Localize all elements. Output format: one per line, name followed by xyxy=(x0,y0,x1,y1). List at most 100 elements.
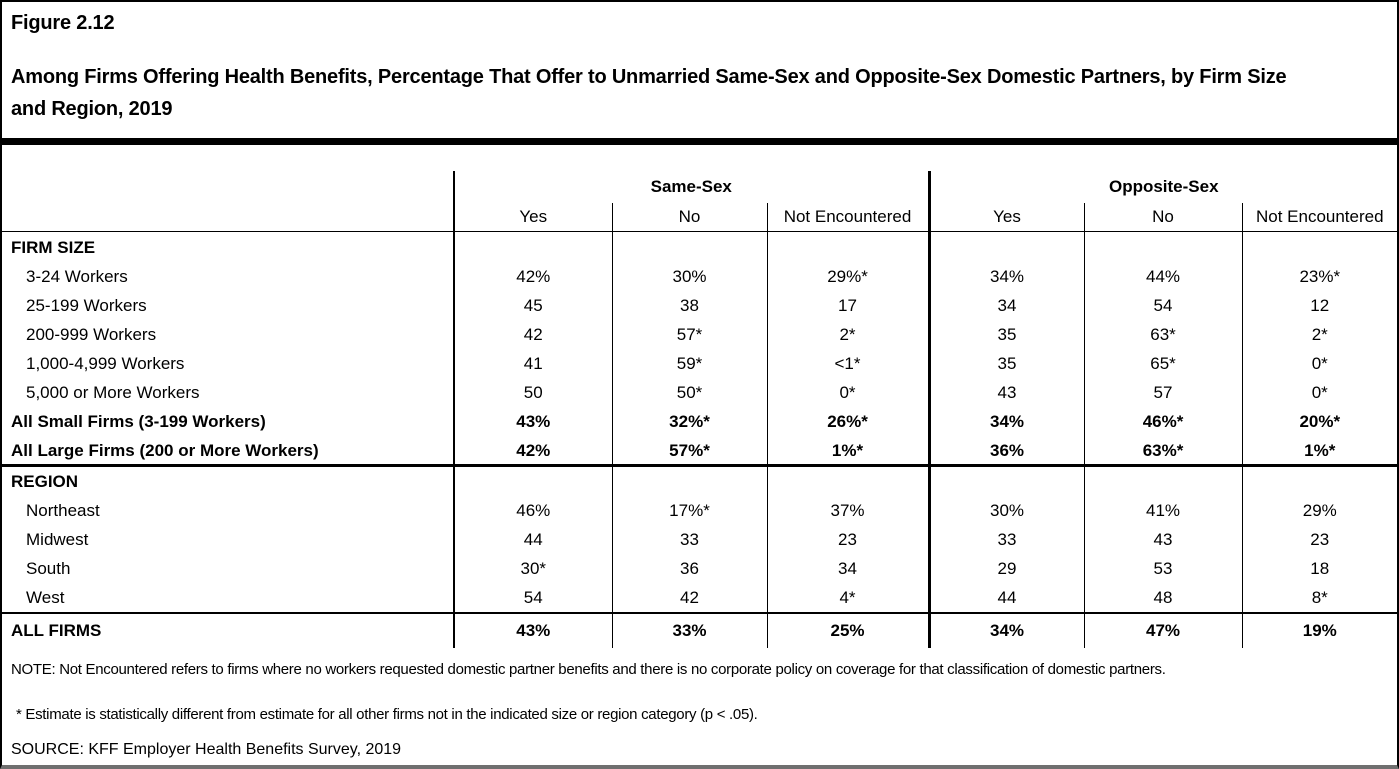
value-cell: 34% xyxy=(927,262,1085,292)
value-cell: 43% xyxy=(453,407,612,437)
value-cell: 57 xyxy=(1083,378,1243,408)
value-cell: 45 xyxy=(453,291,612,321)
value-cell xyxy=(453,231,612,263)
row-label: 1,000-4,999 Workers xyxy=(26,354,185,374)
value-cell: 57%* xyxy=(611,436,767,468)
value-cell: 0* xyxy=(1241,378,1397,408)
column-header-yes: Yes xyxy=(453,202,612,233)
column-header-no: No xyxy=(611,202,767,233)
value-cell: 54 xyxy=(453,583,612,614)
value-cell: 34% xyxy=(927,612,1085,648)
table-row: South 30* 36 34 29 53 18 xyxy=(2,554,1397,584)
value-cell: 33 xyxy=(927,525,1085,555)
value-cell: 41% xyxy=(1083,496,1243,526)
value-cell: 23 xyxy=(1241,525,1397,555)
value-cell: 57* xyxy=(611,320,767,350)
table-row: 1,000-4,999 Workers 41 59* <1* 35 65* 0* xyxy=(2,349,1397,379)
value-cell: 29% xyxy=(1241,496,1397,526)
table-body: FIRM SIZE 3-24 Workers 42% 30% 29%* 34% 44% 23%… xyxy=(2,231,1397,648)
row-label: West xyxy=(2,583,454,614)
row-label: REGION xyxy=(11,472,79,492)
value-cell: 37% xyxy=(766,496,930,526)
value-cell: 17%* xyxy=(611,496,767,526)
value-cell xyxy=(927,465,1085,497)
value-cell xyxy=(1083,465,1243,497)
row-label: 200-999 Workers xyxy=(26,325,157,345)
value-cell: 0* xyxy=(1241,349,1397,379)
table-row: FIRM SIZE xyxy=(2,231,1397,263)
row-label-header-blank xyxy=(2,202,454,233)
value-cell: 33% xyxy=(611,612,767,648)
value-cell xyxy=(611,231,767,263)
column-group-opposite-sex: Opposite-Sex xyxy=(927,170,1397,203)
value-cell: 46% xyxy=(453,496,612,526)
value-cell: 43 xyxy=(1083,525,1243,555)
column-header-not-encountered: Not Encountered xyxy=(1241,202,1397,233)
table-row: West 54 42 4* 44 48 8* xyxy=(2,583,1397,614)
value-cell xyxy=(766,465,930,497)
column-header-yes: Yes xyxy=(927,202,1085,233)
value-cell: 65* xyxy=(1083,349,1243,379)
value-cell: 33 xyxy=(611,525,767,555)
table-row: 3-24 Workers 42% 30% 29%* 34% 44% 23%* xyxy=(2,262,1397,292)
value-cell: 36% xyxy=(927,436,1085,468)
value-cell: 54 xyxy=(1083,291,1243,321)
table-row: 200-999 Workers 42 57* 2* 35 63* 2* xyxy=(2,320,1397,350)
value-cell: 53 xyxy=(1083,554,1243,584)
value-cell: 43 xyxy=(927,378,1085,408)
value-cell: 34 xyxy=(766,554,930,584)
row-label: 3-24 Workers xyxy=(26,267,128,287)
table-row: All Small Firms (3-199 Workers) 43% 32%* 26… xyxy=(2,407,1397,437)
value-cell: 32%* xyxy=(611,407,767,437)
value-cell: 26%* xyxy=(766,407,930,437)
row-label: Northeast xyxy=(26,501,100,521)
row-label: ALL FIRMS xyxy=(11,620,102,640)
row-label: 5,000 or More Workers xyxy=(26,383,200,403)
row-label: FIRM SIZE xyxy=(11,237,96,257)
value-cell xyxy=(766,231,930,263)
table-row: 5,000 or More Workers 50 50* 0* 43 57 0* xyxy=(2,378,1397,408)
value-cell: 29 xyxy=(927,554,1085,584)
value-cell: 44 xyxy=(927,583,1085,614)
value-cell: 50* xyxy=(611,378,767,408)
column-header-not-encountered: Not Encountered xyxy=(766,202,930,233)
column-header-row: Yes No Not Encountered Yes No Not Encoun… xyxy=(2,202,1397,233)
value-cell xyxy=(927,231,1085,263)
table-row: 25-199 Workers 45 38 17 34 54 12 xyxy=(2,291,1397,321)
value-cell: 0* xyxy=(766,378,930,408)
table-row: REGION xyxy=(2,465,1397,497)
value-cell: 36 xyxy=(611,554,767,584)
data-table: Same-Sex Opposite-Sex Yes No Not Encount… xyxy=(2,170,1397,648)
value-cell: 42% xyxy=(453,262,612,292)
column-header-no: No xyxy=(1083,202,1243,233)
title-rule xyxy=(2,137,1397,145)
value-cell: 59* xyxy=(611,349,767,379)
value-cell: 1%* xyxy=(766,436,930,468)
value-cell: 17 xyxy=(766,291,930,321)
value-cell: 23 xyxy=(766,525,930,555)
value-cell: 47% xyxy=(1083,612,1243,648)
value-cell: 18 xyxy=(1241,554,1397,584)
value-cell: 63%* xyxy=(1083,436,1243,468)
column-group-same-sex: Same-Sex xyxy=(452,170,930,203)
value-cell xyxy=(453,465,612,497)
table-row: Northeast 46% 17%* 37% 30% 41% 29% xyxy=(2,496,1397,526)
value-cell xyxy=(611,465,767,497)
value-cell: 2* xyxy=(766,320,930,350)
value-cell: 23%* xyxy=(1241,262,1397,292)
row-label-header-blank xyxy=(2,171,454,203)
value-cell: 4* xyxy=(766,583,930,614)
table-row: ALL FIRMS 43% 33% 25% 34% 47% 19% xyxy=(2,612,1397,648)
value-cell: 2* xyxy=(1241,320,1397,350)
source-text: SOURCE: KFF Employer Health Benefits Sur… xyxy=(11,740,402,758)
table-row: All Large Firms (200 or More Workers) 42%… xyxy=(2,436,1397,468)
title-block: Figure 2.12 Among Firms Offering Health … xyxy=(2,2,1397,126)
value-cell: 35 xyxy=(927,320,1085,350)
value-cell: 34% xyxy=(927,407,1085,437)
value-cell: 63* xyxy=(1083,320,1243,350)
value-cell: 42% xyxy=(453,436,612,468)
asterisk-note-text: * Estimate is statistically different fr… xyxy=(16,705,758,723)
value-cell xyxy=(1241,465,1397,497)
value-cell xyxy=(1241,231,1397,263)
